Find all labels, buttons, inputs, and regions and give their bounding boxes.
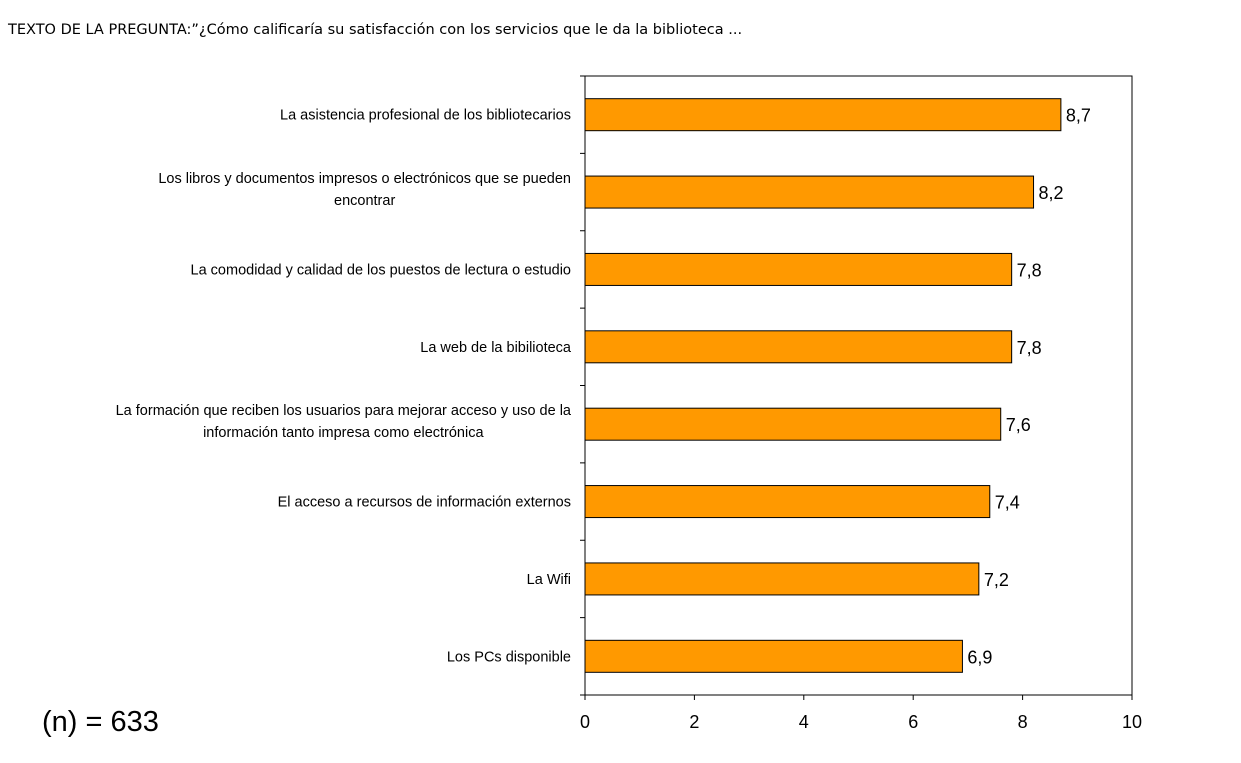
plot-frame — [584, 75, 1133, 696]
category-label: La web de la bibilioteca — [420, 340, 572, 356]
x-tick-label: 2 — [689, 712, 699, 732]
x-tick-label: 6 — [908, 712, 918, 732]
chart-title: TEXTO DE LA PREGUNTA:”¿Cómo calificaría … — [8, 22, 743, 38]
bar — [584, 175, 1035, 209]
data-label: 8,7 — [1066, 106, 1091, 126]
category-label: La formación que reciben los usuarios pa… — [116, 403, 572, 419]
category-label: encontrar — [334, 193, 395, 209]
bar — [584, 485, 991, 519]
x-tick-label: 4 — [799, 712, 809, 732]
data-label: 8,2 — [1039, 183, 1064, 203]
bar — [584, 252, 1013, 286]
category-label: La asistencia profesional de los bibliot… — [280, 108, 571, 124]
category-label: La Wifi — [527, 572, 571, 588]
data-label: 7,8 — [1017, 260, 1042, 280]
category-label: información tanto impresa como electróni… — [203, 425, 484, 441]
category-label: El acceso a recursos de información exte… — [278, 495, 571, 511]
data-label: 7,4 — [995, 493, 1020, 513]
x-tick-label: 0 — [580, 712, 590, 732]
data-label: 7,6 — [1006, 415, 1031, 435]
bar — [584, 330, 1013, 364]
bar — [584, 562, 980, 596]
category-label: La comodidad y calidad de los puestos de… — [191, 262, 571, 278]
bar — [584, 407, 1002, 441]
data-label: 7,8 — [1017, 338, 1042, 358]
sample-size-annotation: (n) = 633 — [42, 706, 159, 738]
bar — [584, 639, 963, 673]
bar — [584, 98, 1062, 132]
data-label: 7,2 — [984, 570, 1009, 590]
data-label: 6,9 — [967, 647, 992, 667]
x-tick-label: 8 — [1018, 712, 1028, 732]
category-label: Los libros y documentos impresos o elect… — [158, 171, 571, 187]
x-tick-label: 10 — [1122, 712, 1142, 732]
category-label: Los PCs disponible — [447, 649, 571, 665]
